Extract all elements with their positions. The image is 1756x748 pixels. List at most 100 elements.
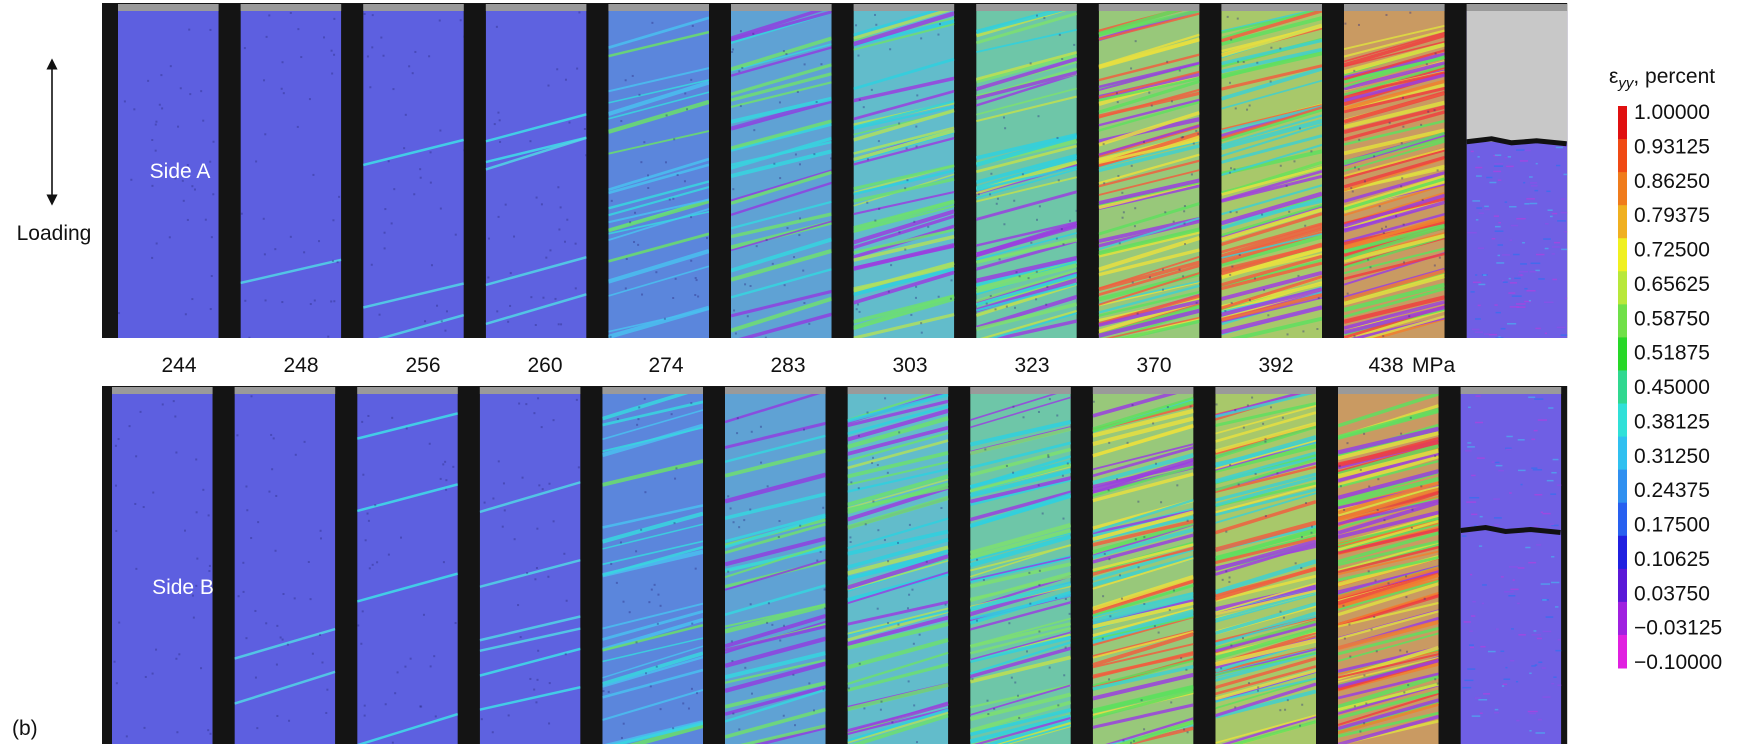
speckle — [542, 296, 545, 299]
speckle — [739, 105, 742, 108]
strain-band — [976, 176, 1077, 203]
speckle — [738, 526, 741, 529]
speckle — [408, 65, 411, 68]
speckle — [927, 225, 930, 228]
colorbar-band — [1618, 403, 1627, 438]
strain-band — [1338, 610, 1439, 640]
speckle — [181, 179, 184, 182]
speckle — [276, 624, 279, 627]
speckle — [674, 277, 677, 280]
speckle — [1092, 400, 1095, 403]
speckle — [1377, 478, 1380, 481]
speckle — [622, 600, 625, 603]
strain-band — [602, 656, 704, 688]
speckle — [1343, 637, 1346, 640]
strain-band — [1092, 394, 1178, 418]
speckle — [209, 308, 212, 311]
speckle — [874, 219, 877, 222]
speckle — [212, 140, 215, 143]
speckle — [1489, 181, 1497, 184]
strain-band — [1215, 602, 1317, 635]
speckle — [1477, 247, 1485, 249]
speckle — [1267, 314, 1270, 317]
strain-band — [608, 130, 710, 155]
strain-band — [1344, 131, 1445, 166]
strain-band — [1098, 178, 1200, 205]
speckle — [1058, 33, 1061, 36]
speckle — [1405, 575, 1408, 578]
stress-label: 283 — [770, 354, 805, 377]
fracture — [1460, 524, 1561, 535]
strain-band — [1344, 300, 1445, 330]
strain-panel — [1221, 11, 1323, 338]
speckle — [564, 653, 567, 656]
speckle — [771, 623, 774, 626]
strain-band — [970, 707, 1071, 737]
speckle — [875, 23, 878, 26]
speckle — [822, 688, 825, 691]
speckle — [264, 299, 267, 302]
speckle — [152, 491, 155, 494]
speckle — [303, 251, 306, 254]
strain-band — [1221, 275, 1323, 310]
strain-band — [970, 544, 1071, 572]
colorbar-band — [1618, 337, 1627, 371]
speckle — [889, 48, 892, 51]
strain-band — [847, 651, 949, 686]
speckle — [1478, 212, 1484, 214]
speckle — [585, 154, 587, 157]
speckle — [884, 397, 887, 400]
speckle — [250, 537, 253, 540]
speckle — [280, 87, 283, 90]
strain-band — [1098, 77, 1200, 102]
speckle — [321, 661, 324, 664]
speckle — [151, 672, 154, 675]
speckle — [796, 90, 799, 93]
colorbar-band — [1618, 271, 1627, 305]
strain-band — [1221, 11, 1315, 39]
speckle — [1109, 615, 1112, 618]
speckle — [815, 100, 818, 103]
speckle — [281, 638, 284, 641]
speckle — [1560, 198, 1566, 200]
speckle — [937, 33, 940, 36]
speckle — [1297, 274, 1300, 277]
strain-panel — [1344, 11, 1445, 338]
speckle — [265, 35, 268, 38]
speckle — [536, 527, 539, 530]
strain-band — [608, 30, 710, 58]
strain-band — [1221, 11, 1323, 43]
strain-band — [1092, 652, 1194, 678]
speckle — [1556, 164, 1561, 167]
speckle — [857, 487, 860, 490]
speckle — [910, 313, 913, 316]
speckle — [1357, 168, 1360, 171]
colorbar-label: 0.58750 — [1634, 307, 1710, 330]
speckle — [792, 673, 795, 676]
speckle — [1166, 60, 1169, 63]
speckle — [1301, 703, 1304, 706]
speckle-band — [1344, 4, 1445, 11]
strain-band — [1344, 274, 1445, 306]
speckle — [733, 309, 736, 312]
speckle — [1483, 693, 1490, 695]
strain-band — [602, 688, 704, 721]
speckle — [1061, 474, 1064, 477]
speckle — [242, 561, 245, 564]
strain-band — [608, 211, 710, 235]
speckle — [552, 419, 555, 422]
strain-band — [1230, 720, 1317, 744]
strain-band — [1221, 64, 1323, 91]
speckle — [1264, 515, 1267, 518]
strain-band — [1344, 282, 1445, 313]
speckle — [391, 741, 394, 744]
strain-band — [1338, 516, 1439, 547]
strain-band — [1215, 559, 1317, 595]
speckle — [189, 93, 192, 96]
speckle — [887, 621, 890, 624]
strain-band — [1092, 609, 1194, 642]
speckle — [1534, 664, 1538, 666]
speckle — [535, 701, 538, 704]
speckle — [1178, 268, 1181, 271]
strain-band — [357, 712, 458, 744]
